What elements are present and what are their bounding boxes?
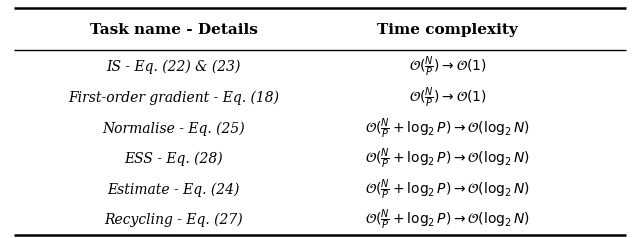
Text: Estimate - Eq. (24): Estimate - Eq. (24)	[108, 182, 239, 197]
Text: Task name - Details: Task name - Details	[90, 23, 257, 37]
Text: $\mathcal{O}(\frac{N}{P}) \rightarrow \mathcal{O}(1)$: $\mathcal{O}(\frac{N}{P}) \rightarrow \m…	[408, 55, 486, 79]
Text: Normalise - Eq. (25): Normalise - Eq. (25)	[102, 121, 244, 136]
Text: $\mathcal{O}(\frac{N}{P} + \log_2 P) \rightarrow \mathcal{O}(\log_2 N)$: $\mathcal{O}(\frac{N}{P} + \log_2 P) \ri…	[365, 208, 530, 232]
Text: Time complexity: Time complexity	[377, 23, 518, 37]
Text: IS - Eq. (22) & (23): IS - Eq. (22) & (23)	[106, 60, 241, 74]
Text: $\mathcal{O}(\frac{N}{P} + \log_2 P) \rightarrow \mathcal{O}(\log_2 N)$: $\mathcal{O}(\frac{N}{P} + \log_2 P) \ri…	[365, 177, 530, 202]
Text: First-order gradient - Eq. (18): First-order gradient - Eq. (18)	[68, 91, 279, 105]
Text: $\mathcal{O}(\frac{N}{P} + \log_2 P) \rightarrow \mathcal{O}(\log_2 N)$: $\mathcal{O}(\frac{N}{P} + \log_2 P) \ri…	[365, 147, 530, 171]
Text: $\mathcal{O}(\frac{N}{P} + \log_2 P) \rightarrow \mathcal{O}(\log_2 N)$: $\mathcal{O}(\frac{N}{P} + \log_2 P) \ri…	[365, 116, 530, 141]
Text: $\mathcal{O}(\frac{N}{P}) \rightarrow \mathcal{O}(1)$: $\mathcal{O}(\frac{N}{P}) \rightarrow \m…	[408, 86, 486, 110]
Text: Recycling - Eq. (27): Recycling - Eq. (27)	[104, 213, 243, 227]
Text: ESS - Eq. (28): ESS - Eq. (28)	[124, 152, 223, 166]
